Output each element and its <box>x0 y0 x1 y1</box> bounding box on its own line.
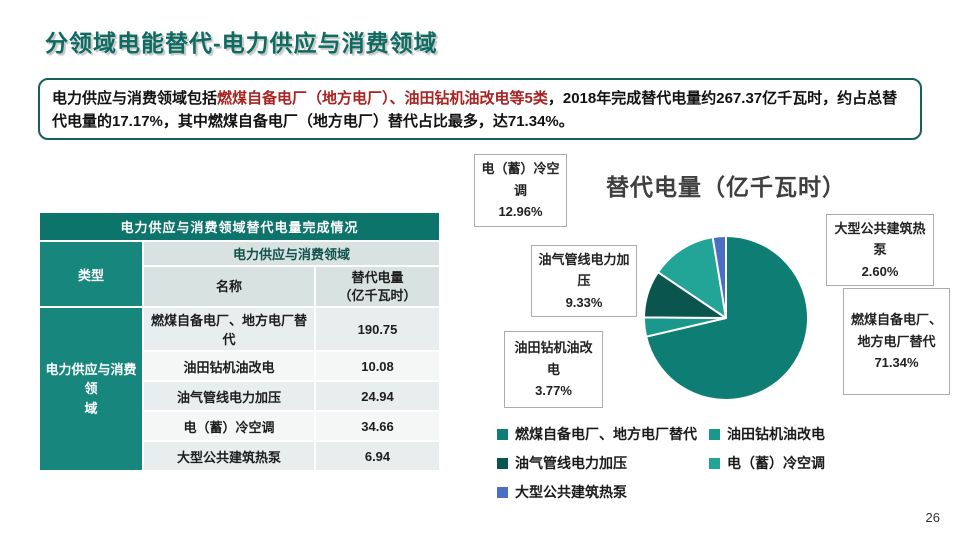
pie-label-name: 电（蓄）冷空调 <box>481 161 560 198</box>
table-title: 电力供应与消费领域替代电量完成情况 <box>40 213 440 240</box>
legend-swatch-icon <box>497 486 508 498</box>
pie-label-pct: 9.33% <box>565 294 603 310</box>
legend-item: 油田钻机油改电 <box>709 424 947 444</box>
row-value: 34.66 <box>316 412 440 441</box>
legend-item: 油气管线电力加压 <box>497 453 709 473</box>
pie-label-pct: 2.60% <box>861 263 899 279</box>
pie-chart <box>642 234 809 401</box>
row-name: 燃煤自备电厂、地方电厂替代 <box>144 308 314 351</box>
table-header-type: 类型 <box>40 242 142 307</box>
legend-item: 大型公共建筑热泵 <box>497 482 709 502</box>
legend-swatch-icon <box>709 457 720 469</box>
table-row: 油田钻机油改电 10.08 <box>40 352 440 381</box>
pie-label-pct: 3.77% <box>535 383 572 399</box>
table-row: 电（蓄）冷空调 34.66 <box>40 412 440 441</box>
pie-label-name: 大型公共建筑热泵 <box>834 221 926 258</box>
row-value: 190.75 <box>316 308 440 351</box>
row-name: 油田钻机油改电 <box>144 352 314 381</box>
legend-item: 燃煤自备电厂、地方电厂替代 <box>497 424 709 444</box>
pie-slice <box>657 236 727 319</box>
summary-textbox: 电力供应与消费领域包括燃煤自备电厂（地方电厂）、油田钻机油改电等5类，2018年… <box>38 78 922 140</box>
table-row: 电力供应与消费领 域 燃煤自备电厂、地方电厂替代 190.75 <box>40 308 440 471</box>
pie-label-name: 燃煤自备电厂、地方电厂替代 <box>850 312 942 349</box>
pie-label-daxing-rebeng: 大型公共建筑热泵 2.60% <box>826 214 934 287</box>
chart-legend: 燃煤自备电厂、地方电厂替代 油田钻机油改电 油气管线电力加压 电（蓄）冷空调 大… <box>497 424 947 502</box>
row-value: 24.94 <box>316 382 440 411</box>
table-row: 油气管线电力加压 24.94 <box>40 382 440 411</box>
legend-label: 大型公共建筑热泵 <box>515 484 627 500</box>
pie-label-pct: 71.34% <box>874 355 919 371</box>
legend-swatch-icon <box>497 428 508 440</box>
chart-title: 替代电量（亿千瓦时） <box>606 174 846 200</box>
replacement-volume-table: 电力供应与消费领域替代电量完成情况 类型 电力供应与消费领域 名称 替代电量 （… <box>38 211 442 473</box>
legend-label: 油气管线电力加压 <box>515 455 627 471</box>
pie-label-youtian-zuanji: 油田钻机油改电 3.77% <box>504 331 603 408</box>
legend-swatch-icon <box>497 457 508 469</box>
slide-title: 分领域电能替代-电力供应与消费领域 <box>45 30 438 56</box>
legend-swatch-icon <box>709 428 720 440</box>
summary-text-part2: ，2018年完成替代电量约267.37亿千瓦时，约占总替代电量的17.17%，其… <box>52 90 898 131</box>
summary-text-highlight: 燃煤自备电厂（地方电厂）、油田钻机油改电等5类 <box>217 90 548 107</box>
legend-label: 电（蓄）冷空调 <box>727 455 825 471</box>
table-header-value: 替代电量 （亿千瓦时） <box>316 267 440 307</box>
legend-label: 燃煤自备电厂、地方电厂替代 <box>515 426 697 442</box>
pie-slice <box>645 235 809 401</box>
pie-label-dianxu-lengkongtiao: 电（蓄）冷空调 12.96% <box>474 154 567 227</box>
table-header-group: 电力供应与消费领域 <box>144 242 440 265</box>
row-value: 10.08 <box>316 352 440 381</box>
table-category-cell: 电力供应与消费领 域 <box>40 308 142 471</box>
pie-slice <box>711 234 727 319</box>
page-number: 26 <box>925 510 940 525</box>
table-row: 大型公共建筑热泵 6.94 <box>40 442 440 471</box>
legend-label: 油田钻机油改电 <box>727 426 825 442</box>
pie-label-name: 油气管线电力加压 <box>538 252 630 289</box>
table-header-name: 名称 <box>144 267 314 307</box>
row-name: 电（蓄）冷空调 <box>144 412 314 441</box>
row-name: 油气管线电力加压 <box>144 382 314 411</box>
pie-label-name: 油田钻机油改电 <box>514 340 593 377</box>
pie-label-ranmei-zibei: 燃煤自备电厂、地方电厂替代 71.34% <box>843 288 950 395</box>
pie-label-youqi-guanxian: 油气管线电力加压 9.33% <box>531 245 637 318</box>
legend-item: 电（蓄）冷空调 <box>709 453 947 473</box>
summary-text-part1: 电力供应与消费领域包括 <box>52 90 218 107</box>
row-value: 6.94 <box>316 442 440 471</box>
row-name: 大型公共建筑热泵 <box>144 442 314 471</box>
pie-label-pct: 12.96% <box>498 204 543 220</box>
